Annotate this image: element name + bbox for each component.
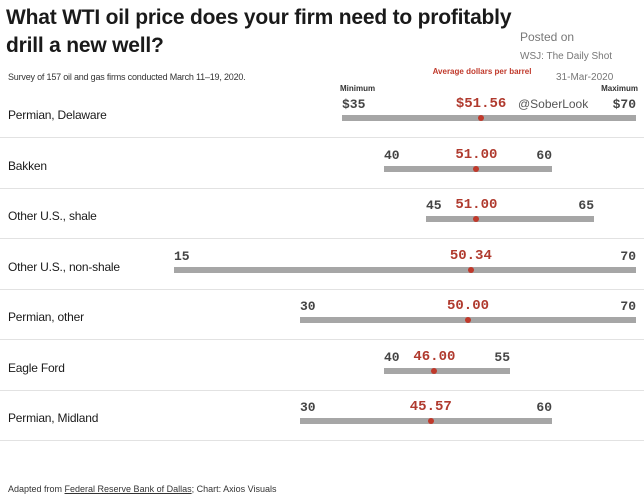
max-label: 70 xyxy=(620,248,636,264)
watermark-posted: Posted on xyxy=(520,30,575,44)
max-label: 55 xyxy=(494,349,510,365)
average-label: 46.00 xyxy=(413,348,456,365)
min-label: 30 xyxy=(300,400,316,415)
row-label: Bakken xyxy=(8,158,47,173)
average-label: 45.57 xyxy=(409,399,452,415)
average-dot xyxy=(478,115,485,121)
header-maximum: Maximum xyxy=(601,84,638,93)
min-label: $35 xyxy=(342,97,366,112)
footer-source-link[interactable]: Federal Reserve Bank of Dallas xyxy=(64,484,192,494)
range-bar xyxy=(426,216,594,222)
min-label: 45 xyxy=(426,198,442,213)
min-label: 15 xyxy=(174,248,190,264)
chart-title: What WTI oil price does your firm need t… xyxy=(6,6,512,57)
footer-suffix: ; Chart: Axios Visuals xyxy=(191,484,277,494)
row-label: Permian, Delaware xyxy=(8,108,107,122)
chart-subtitle: Survey of 157 oil and gas firms conducte… xyxy=(8,72,246,82)
average-dot xyxy=(467,266,474,273)
range-bar xyxy=(384,367,510,374)
average-dot xyxy=(473,216,480,222)
max-label: $70 xyxy=(612,97,636,112)
row-label: Permian, other xyxy=(8,310,84,324)
row-label: Other U.S., non-shale xyxy=(8,259,120,274)
average-label: 51.00 xyxy=(455,197,498,213)
range-bar xyxy=(300,418,552,424)
row-separator xyxy=(0,288,644,290)
watermark-source: WSJ: The Daily Shot xyxy=(520,51,613,62)
range-bar xyxy=(174,266,636,273)
header-average: Average dollars per barrel xyxy=(432,67,532,76)
min-label: 40 xyxy=(384,147,400,163)
watermark-date: 31-Mar-2020 xyxy=(556,72,614,83)
row-separator xyxy=(0,389,644,391)
min-label: 40 xyxy=(384,349,400,365)
max-label: 70 xyxy=(620,299,636,314)
row-separator xyxy=(0,137,644,138)
footer-prefix: Adapted from xyxy=(8,484,65,494)
header-minimum: Minimum xyxy=(340,84,376,93)
row-separator xyxy=(0,238,644,239)
average-dot xyxy=(473,165,480,172)
average-dot xyxy=(431,367,438,374)
row-label: Other U.S., shale xyxy=(8,209,97,223)
footer-credit: Adapted from Federal Reserve Bank of Dal… xyxy=(8,484,276,494)
average-label: 50.34 xyxy=(449,247,492,264)
average-label: $51.56 xyxy=(455,96,507,112)
average-label: 51.00 xyxy=(455,146,498,163)
range-bar xyxy=(342,115,636,121)
max-label: 60 xyxy=(536,400,552,415)
average-dot xyxy=(465,317,471,323)
watermark-handle: @SoberLook xyxy=(516,97,591,111)
range-bar xyxy=(384,165,552,172)
max-label: 60 xyxy=(536,147,552,163)
row-separator xyxy=(0,339,644,340)
row-label: Permian, Midland xyxy=(8,411,99,425)
row-separator xyxy=(0,440,644,441)
max-label: 65 xyxy=(578,198,594,213)
row-label: Eagle Ford xyxy=(8,360,65,375)
min-label: 30 xyxy=(300,299,316,314)
average-label: 50.00 xyxy=(446,298,490,314)
row-separator xyxy=(0,187,644,189)
average-dot xyxy=(427,418,434,424)
